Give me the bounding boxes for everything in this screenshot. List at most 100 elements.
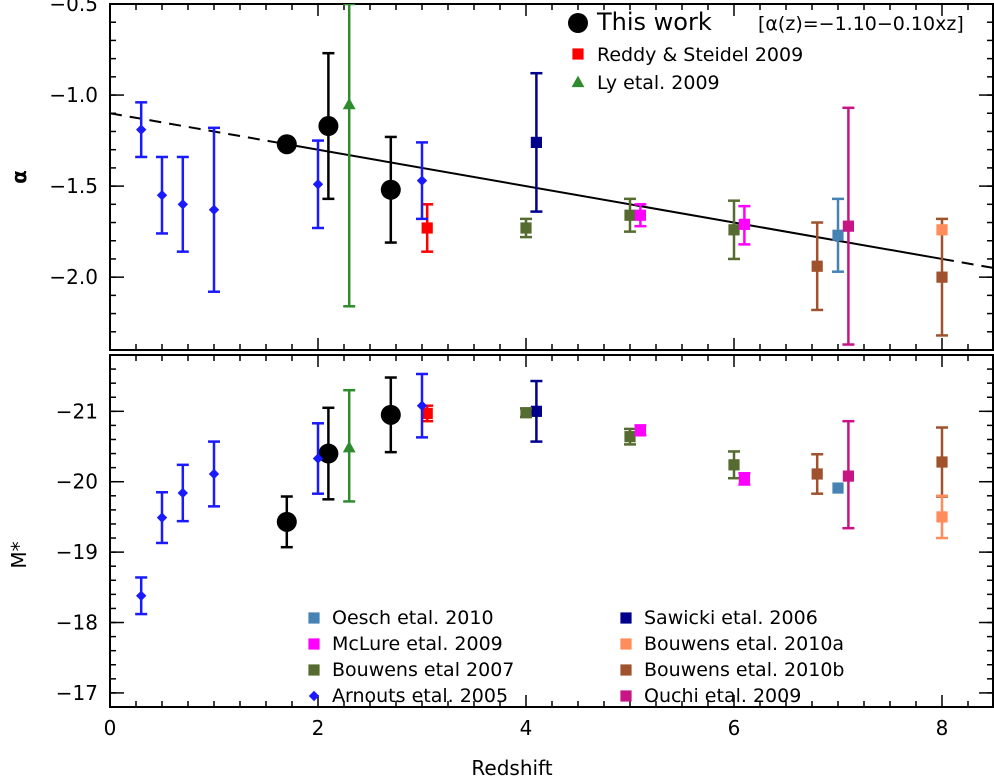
- y-tick-label: −2.0: [49, 265, 98, 289]
- legend-label: Bouwens etal. 2010b: [644, 659, 844, 681]
- legend-marker-oesch-etal-2010: [308, 612, 320, 624]
- data-point-arnouts-etal-2005: [312, 179, 324, 190]
- series-arnouts-etal-2005: [135, 101, 428, 293]
- series-bouwens-etal-2010b: [811, 426, 948, 498]
- x-tick-label: 2: [312, 716, 325, 740]
- data-point-mclure-etal-2009: [634, 209, 646, 221]
- mstar-panel: −17 −18 −19 −20 −21 0 2 4 6 8 Redshift M* Oesch etal…: [7, 354, 994, 779]
- legend-marker-bouwens-etal-2007: [308, 664, 320, 676]
- series-sawicki-etal-2006: [530, 379, 543, 443]
- data-point-oesch-etal-2010: [832, 229, 844, 241]
- data-point-this-work: [276, 134, 297, 155]
- legend-label: Arnouts etal. 2005: [332, 685, 508, 707]
- data-point-ly-etal-2009: [342, 97, 356, 110]
- alpha-panel: −0.5 −1.0 −1.5 −2.0 α This work [α(z)=−1.10−0.…: [7, 0, 994, 351]
- legend-marker-reddy-steidel-2009: [572, 48, 584, 60]
- data-point-arnouts-etal-2005: [208, 468, 220, 480]
- legend-marker-mclure-etal-2009: [308, 638, 320, 650]
- data-point-ly-etal-2009: [342, 440, 356, 453]
- plot-area: [135, 372, 948, 616]
- legend-marker-ly-etal-2009: [571, 75, 585, 88]
- data-point-arnouts-etal-2005: [177, 199, 188, 210]
- data-point-arnouts-etal-2005: [208, 204, 220, 215]
- legend-label: McLure etal. 2009: [332, 633, 503, 655]
- y-tick-label: −17: [56, 681, 98, 705]
- series-arnouts-etal-2005: [135, 372, 428, 616]
- data-point-ouchi-etal-2009: [842, 470, 854, 482]
- data-point-reddy-steidel-2009: [421, 407, 433, 420]
- data-point-bouwens-etal-2010b: [936, 271, 948, 283]
- data-point-arnouts-etal-2005: [156, 190, 168, 201]
- series-oesch-etal-2010: [832, 197, 844, 273]
- legend-marker-arnouts-etal-2005: [308, 690, 320, 702]
- series-mclure-etal-2009: [634, 203, 751, 246]
- data-point-bouwens-etal-2007: [624, 431, 636, 443]
- legend-label: Sawicki etal. 2006: [644, 607, 818, 629]
- plot-frame: [109, 3, 994, 351]
- legend-marker-bouwens-etal-2010b: [620, 664, 632, 676]
- legend-marker-bouwens-etal-2010a: [620, 638, 632, 650]
- series-bouwens-etal-2007: [520, 407, 740, 480]
- y-tick-label: −20: [56, 470, 98, 494]
- series-mclure-etal-2009: [634, 424, 751, 486]
- y-tick-label: −19: [56, 540, 98, 564]
- series-bouwens-etal-2010a: [936, 224, 948, 236]
- data-point-mclure-etal-2009: [738, 473, 750, 485]
- data-point-arnouts-etal-2005: [416, 175, 428, 186]
- legend-label: Ly etal. 2009: [597, 72, 720, 94]
- data-point-ouchi-etal-2009: [842, 220, 854, 232]
- data-point-bouwens-etal-2010b: [811, 260, 823, 272]
- data-point-bouwens-etal-2007: [624, 209, 636, 221]
- y-tick-label: −21: [56, 399, 98, 423]
- series-this-work: [276, 376, 401, 549]
- data-point-this-work: [380, 404, 401, 425]
- data-point-bouwens-etal-2007: [520, 407, 532, 419]
- x-tick-label: 8: [936, 716, 949, 740]
- legend-marker-this-work: [568, 13, 588, 33]
- data-point-bouwens-etal-2010b: [936, 456, 948, 468]
- data-point-sawicki-etal-2006: [530, 405, 542, 417]
- data-point-mclure-etal-2009: [738, 218, 750, 230]
- y-tick-label: −1.0: [49, 83, 98, 107]
- legend-label: This work: [596, 8, 712, 36]
- legend-fit-formula: [α(z)=−1.10−0.10xz]: [758, 13, 964, 35]
- series-sawicki-etal-2006: [530, 71, 543, 213]
- y-axis-label: α: [7, 170, 31, 184]
- data-point-mclure-etal-2009: [634, 424, 646, 436]
- series-ouchi-etal-2009: [842, 419, 855, 530]
- data-point-arnouts-etal-2005: [156, 512, 168, 523]
- data-point-this-work: [276, 511, 297, 532]
- x-axis-label: Redshift: [471, 756, 552, 779]
- legend-marker-ouchi-etal-2009: [620, 690, 632, 702]
- x-tick-label: 4: [520, 716, 533, 740]
- legend: Oesch etal. 2010 McLure etal. 2009 Bouwens…: [308, 607, 844, 707]
- data-point-arnouts-etal-2005: [312, 453, 324, 464]
- plot-area: [110, 4, 994, 346]
- plot-frame: [109, 354, 994, 708]
- series-bouwens-etal-2010b: [811, 217, 948, 337]
- data-point-bouwens-etal-2007: [728, 459, 740, 471]
- legend-label: Reddy & Steidel 2009: [597, 44, 803, 66]
- legend-marker-sawicki-etal-2006: [620, 612, 632, 624]
- series-this-work: [276, 51, 401, 244]
- series-ouchi-etal-2009: [842, 106, 855, 346]
- series-ly-etal-2009: [342, 388, 356, 503]
- data-point-bouwens-etal-2007: [728, 224, 740, 236]
- legend: This work [α(z)=−1.10−0.10xz] Reddy & Stei…: [568, 8, 964, 94]
- data-point-bouwens-etal-2010b: [811, 468, 823, 480]
- legend-label: Bouwens etal. 2010a: [644, 633, 844, 655]
- data-point-sawicki-etal-2006: [530, 136, 542, 148]
- data-point-bouwens-etal-2010a: [936, 511, 948, 523]
- data-point-this-work: [380, 179, 401, 200]
- data-point-bouwens-etal-2010a: [936, 224, 948, 236]
- data-point-this-work: [318, 443, 339, 464]
- fit-line-dashed: [110, 112, 287, 146]
- series-ly-etal-2009: [342, 4, 356, 308]
- data-point-arnouts-etal-2005: [136, 590, 147, 601]
- legend-label: Bouwens etal 2007: [332, 659, 514, 681]
- fit-line-dashed: [941, 257, 994, 270]
- data-point-reddy-steidel-2009: [421, 222, 433, 234]
- y-tick-label: −1.5: [49, 174, 98, 198]
- data-point-oesch-etal-2010: [832, 482, 844, 494]
